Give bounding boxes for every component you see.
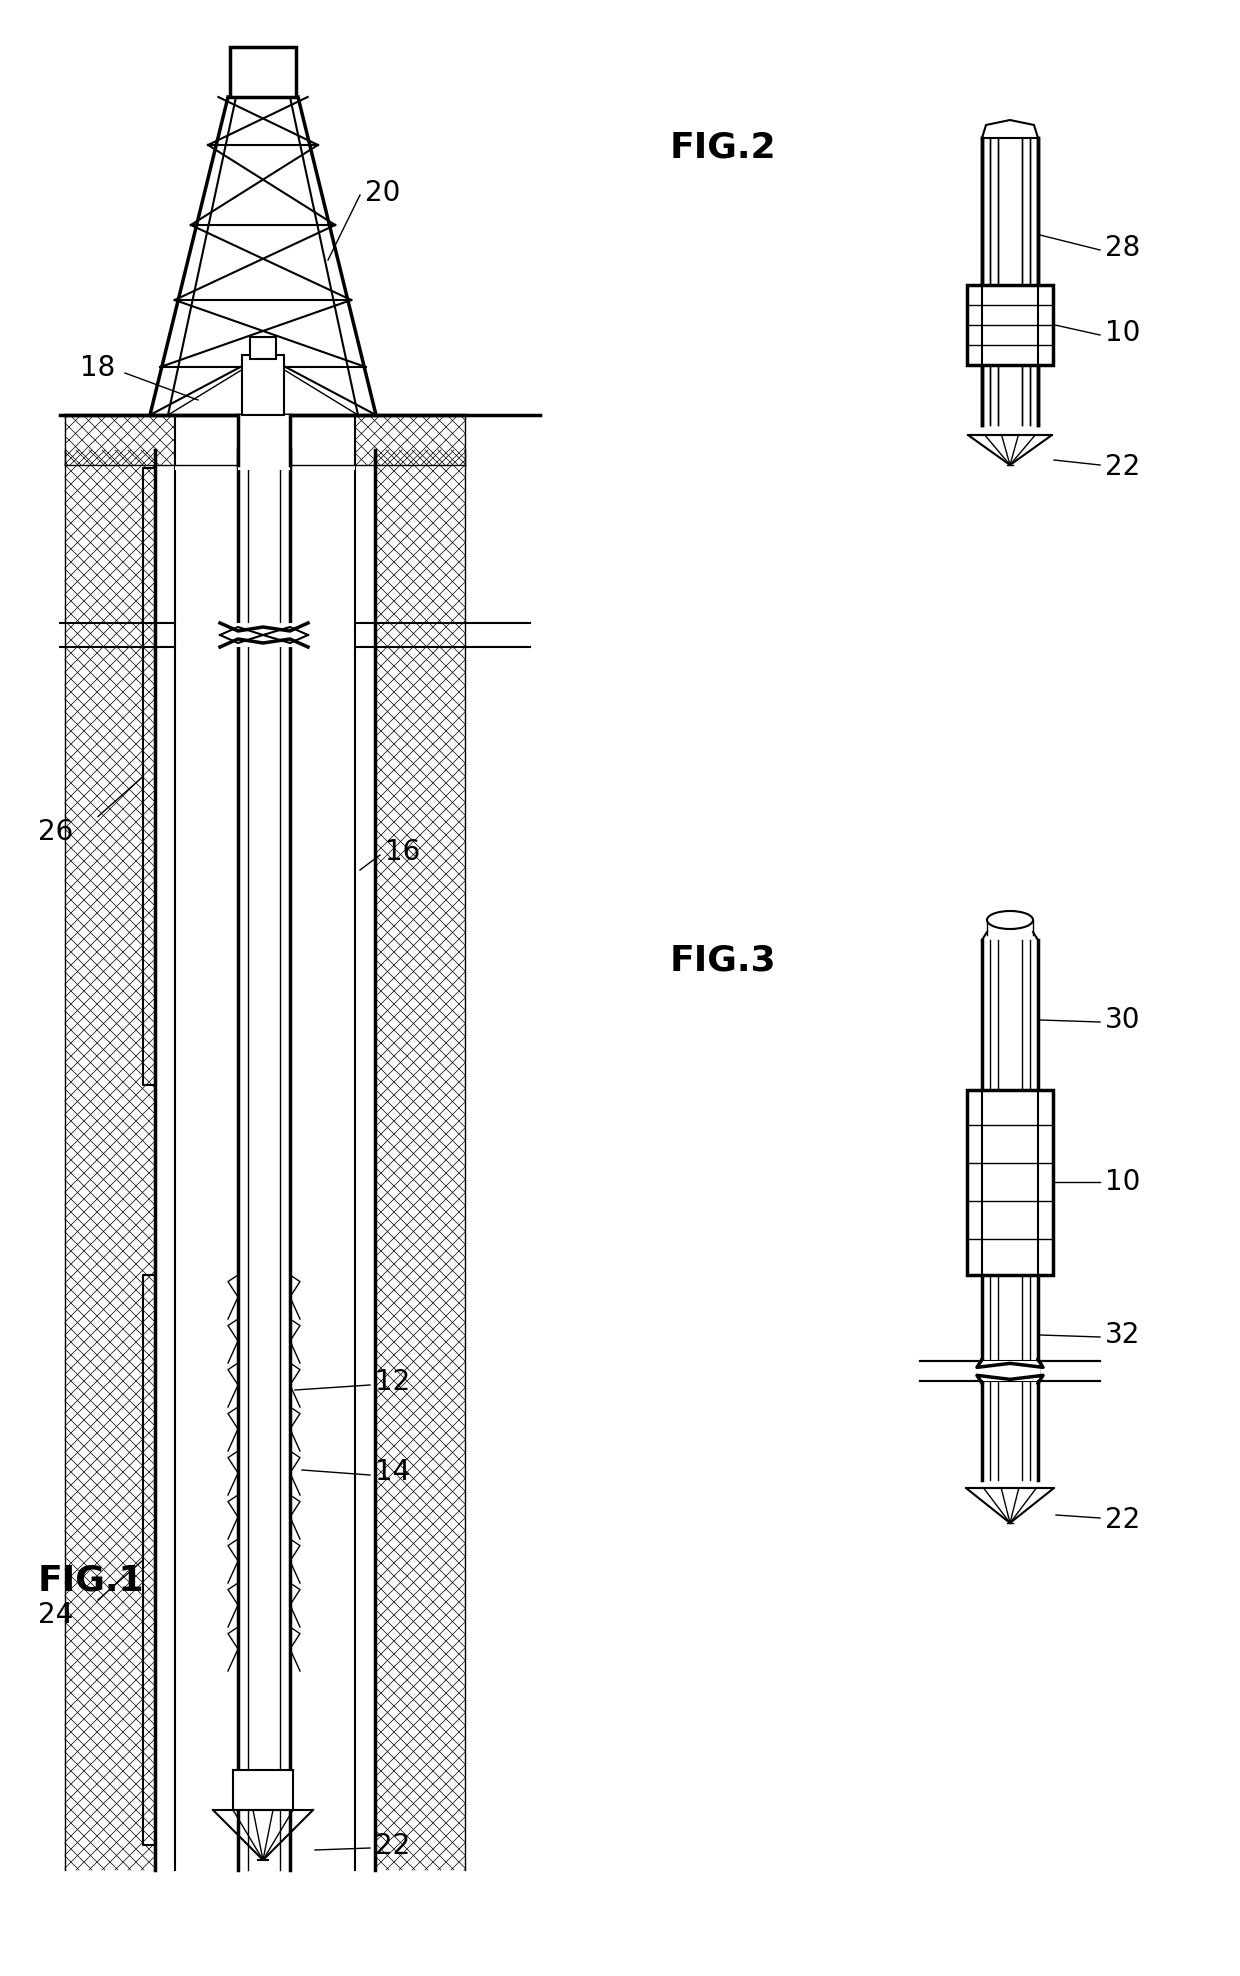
Text: 22: 22 — [1105, 1506, 1141, 1533]
Bar — [983, 138, 1037, 425]
Text: 20: 20 — [365, 180, 401, 207]
Bar — [967, 1091, 1053, 1275]
Text: 22: 22 — [1105, 453, 1141, 480]
Text: 12: 12 — [374, 1367, 410, 1395]
Text: 24: 24 — [38, 1601, 73, 1628]
Text: FIG.3: FIG.3 — [670, 943, 776, 976]
Bar — [238, 415, 290, 470]
Text: 10: 10 — [1105, 1168, 1141, 1195]
Bar — [175, 451, 355, 1869]
Polygon shape — [982, 121, 1038, 138]
Bar — [219, 622, 308, 646]
Text: 30: 30 — [1105, 1006, 1141, 1033]
Bar — [982, 941, 1038, 1091]
Text: 28: 28 — [1105, 233, 1141, 263]
Bar — [175, 415, 355, 470]
Bar — [229, 47, 296, 97]
Text: 16: 16 — [384, 838, 420, 865]
Polygon shape — [968, 435, 1052, 464]
Ellipse shape — [987, 911, 1033, 929]
Bar — [980, 1361, 1040, 1381]
Text: FIG.2: FIG.2 — [670, 130, 776, 166]
Text: 22: 22 — [374, 1832, 410, 1859]
Text: 18: 18 — [81, 354, 115, 381]
Bar — [238, 451, 290, 1869]
Text: FIG.1: FIG.1 — [38, 1563, 145, 1597]
Text: 14: 14 — [374, 1458, 410, 1486]
Bar — [250, 338, 277, 360]
Bar — [233, 1770, 293, 1810]
Bar — [967, 285, 1053, 366]
Bar — [982, 1275, 1038, 1480]
Polygon shape — [966, 1488, 1054, 1523]
Text: 10: 10 — [1105, 318, 1141, 348]
Text: 26: 26 — [38, 818, 73, 846]
Text: 32: 32 — [1105, 1322, 1141, 1350]
Bar — [242, 356, 284, 415]
